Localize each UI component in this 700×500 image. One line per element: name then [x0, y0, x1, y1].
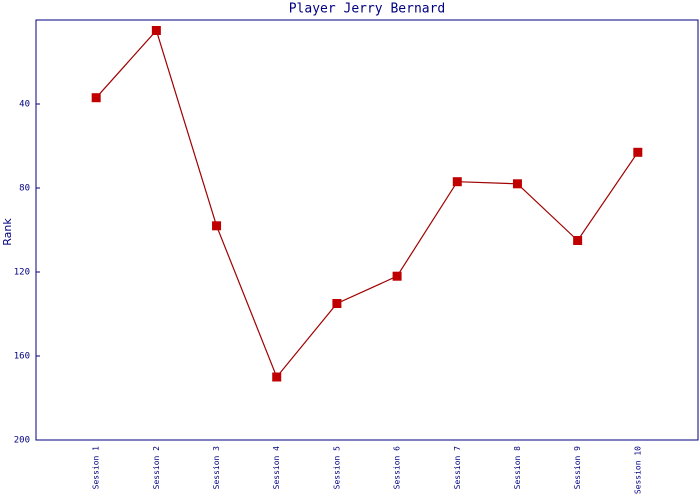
- x-tick-label: Session 10: [633, 446, 642, 494]
- x-tick-label: Session 7: [453, 446, 462, 490]
- x-tick-label: Session 2: [152, 446, 161, 490]
- x-tick-label: Session 1: [92, 446, 101, 490]
- y-tick-label: 200: [14, 436, 30, 446]
- point-marker: [91, 93, 101, 103]
- point-marker: [392, 271, 402, 281]
- x-tick-label: Session 5: [332, 446, 341, 490]
- x-tick-label: Session 9: [573, 446, 582, 490]
- y-tick-label: 40: [19, 100, 30, 110]
- x-tick-label: Session 8: [513, 446, 522, 490]
- x-tick-label: Session 4: [272, 446, 281, 490]
- y-tick-label: 80: [19, 184, 30, 194]
- point-marker: [452, 177, 462, 187]
- x-tick-label: Session 6: [393, 446, 402, 490]
- y-tick-label: 120: [14, 268, 30, 278]
- y-tick-label: 160: [14, 352, 30, 362]
- data-line: [95, 29, 639, 379]
- point-marker: [151, 26, 161, 35]
- point-marker: [573, 236, 583, 245]
- point-marker: [212, 221, 222, 231]
- point-marker: [512, 179, 522, 189]
- point-marker: [272, 372, 282, 382]
- point-marker: [633, 147, 643, 157]
- y-axis-label: Rank: [1, 218, 14, 246]
- point-marker: [332, 299, 342, 308]
- chart-title: Player Jerry Bernard: [289, 2, 446, 17]
- x-tick-label: Session 3: [212, 446, 221, 490]
- plot-frame: [35, 19, 699, 441]
